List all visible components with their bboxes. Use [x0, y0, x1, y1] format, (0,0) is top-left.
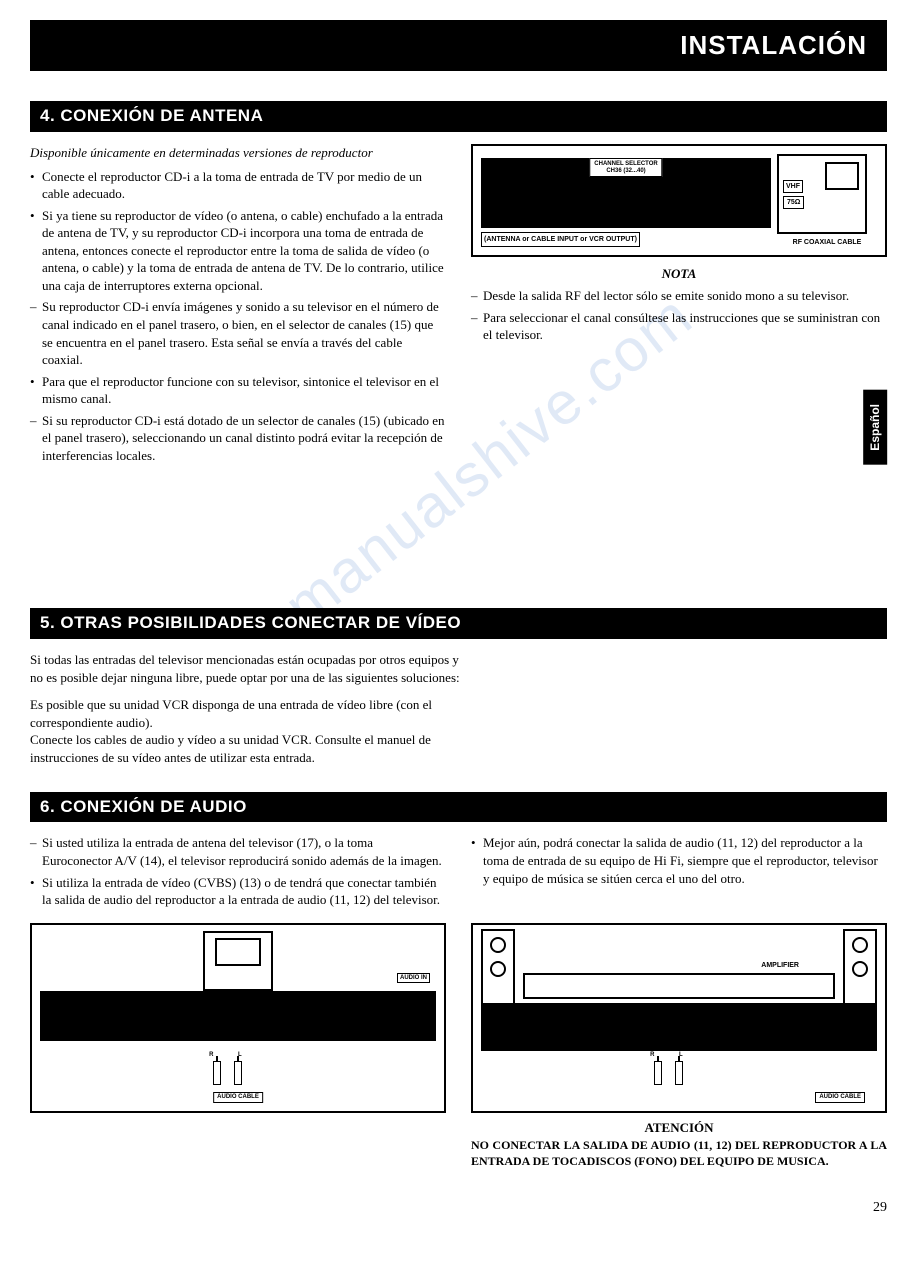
s4-bullet: Si su reproductor CD-i está dotado de un…: [30, 412, 446, 465]
page-number: 29: [30, 1199, 887, 1218]
channel-num-label: CH36 (32...40): [606, 168, 645, 174]
section6-left: Si usted utiliza la entrada de antena de…: [30, 834, 446, 912]
amplifier-label: AMPLIFIER: [761, 961, 799, 970]
vhf-label: VHF: [783, 180, 803, 193]
s4-bullet: Para que el reproductor funcione con su …: [30, 373, 446, 408]
s5-p3: Conecte los cables de audio y vídeo a su…: [30, 732, 431, 765]
audio-amp-diagram: AMPLIFIER R L AUDIO CABLE: [471, 923, 887, 1113]
nota-item: Para seleccionar el canal consúltese las…: [471, 309, 887, 344]
audio-cable-label: AUDIO CABLE: [213, 1092, 263, 1102]
r-label: R: [650, 1051, 654, 1059]
audio-cable-label: AUDIO CABLE: [815, 1092, 865, 1102]
s5-p1: Si todas las entradas del televisor menc…: [30, 651, 460, 686]
antenna-input-label: (ANTENNA or CABLE INPUT or VCR OUTPUT): [481, 232, 640, 247]
section6-heading: 6. CONEXIÓN DE AUDIO: [30, 792, 887, 823]
nota-heading: NOTA: [471, 265, 887, 283]
section5-heading: 5. OTRAS POSIBILIDADES CONECTAR DE VÍDEO: [30, 608, 887, 639]
s6-left-item: Si utiliza la entrada de vídeo (CVBS) (1…: [30, 874, 446, 909]
channel-selector-label: CHANNEL SELECTOR: [594, 161, 657, 167]
language-tab: Español: [863, 390, 887, 465]
section4-right-col: CHANNEL SELECTOR CH36 (32...40) (ANTENNA…: [471, 144, 887, 348]
r-label: R: [209, 1051, 213, 1059]
atencion-heading: ATENCIÓN: [471, 1119, 887, 1137]
rf-cable-label: RF COAXIAL CABLE: [777, 238, 877, 247]
s6-right-item: Mejor aún, podrá conectar la salida de a…: [471, 834, 887, 887]
page-title: INSTALACIÓN: [30, 20, 887, 71]
s4-bullet: Su reproductor CD-i envía imágenes y son…: [30, 298, 446, 368]
section6-right: Mejor aún, podrá conectar la salida de a…: [471, 834, 887, 891]
section4-heading: 4. CONEXIÓN DE ANTENA: [30, 101, 887, 132]
section5-body: Si todas las entradas del televisor menc…: [30, 651, 460, 766]
atencion-body: NO CONECTAR LA SALIDA DE AUDIO (11, 12) …: [471, 1138, 887, 1169]
s4-bullet: Conecte el reproductor CD-i a la toma de…: [30, 168, 446, 203]
s4-bullet: Si ya tiene su reproductor de vídeo (o a…: [30, 207, 446, 295]
s6-left-item: Si usted utiliza la entrada de antena de…: [30, 834, 446, 869]
antenna-diagram: CHANNEL SELECTOR CH36 (32...40) (ANTENNA…: [471, 144, 887, 257]
audio-tv-diagram: AUDIO IN R L AUDIO CABLE: [30, 923, 446, 1113]
s5-p2: Es posible que su unidad VCR disponga de…: [30, 697, 432, 730]
nota-item: Desde la salida RF del lector sólo se em…: [471, 287, 887, 305]
section4-left-col: Disponible únicamente en determinadas ve…: [30, 144, 446, 468]
impedance-label: 75Ω: [783, 196, 804, 209]
audio-in-label: AUDIO IN: [400, 975, 427, 981]
section4-intro: Disponible únicamente en determinadas ve…: [30, 144, 446, 162]
